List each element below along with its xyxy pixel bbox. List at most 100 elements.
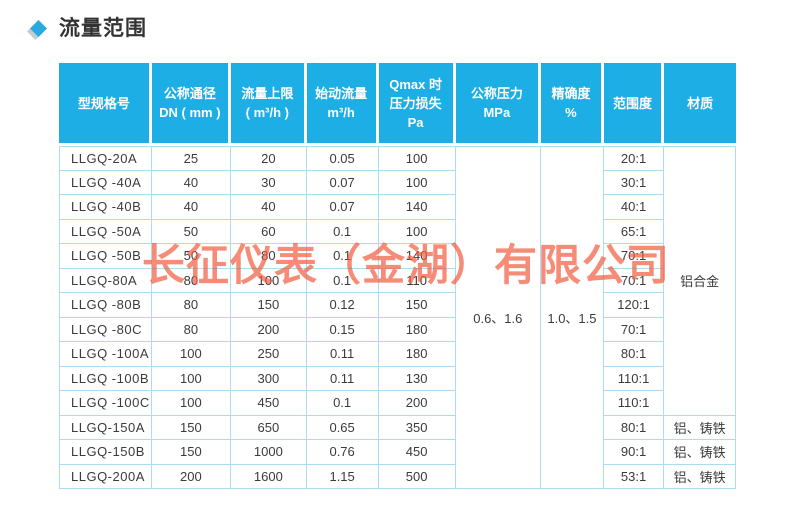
col-header-range: 范围度 bbox=[603, 63, 665, 146]
cell-dn: 100 bbox=[151, 342, 231, 367]
col-header-accuracy-line: % bbox=[565, 105, 577, 120]
col-header-model: 型规格号 bbox=[59, 63, 152, 146]
cell-pressure_loss: 100 bbox=[378, 170, 456, 195]
table-header: 型规格号 公称通径 DN ( mm ) 流量上限 ( m³/h ) 始动流量 m³/h Qma… bbox=[59, 63, 736, 146]
cell-model: LLGQ-150A bbox=[59, 415, 152, 440]
diamond-icon bbox=[27, 19, 48, 40]
cell-model: LLGQ -100A bbox=[59, 342, 152, 367]
cell-model: LLGQ-20A bbox=[59, 146, 152, 171]
col-header-pressure_loss: Qmax 时压力损失 Pa bbox=[378, 63, 456, 146]
cell-dn: 25 bbox=[151, 146, 231, 171]
cell-range: 80:1 bbox=[603, 415, 665, 440]
cell-range: 70:1 bbox=[603, 317, 665, 342]
col-header-flow_max-line: 流量上限 bbox=[241, 86, 294, 101]
cell-flow_max: 20 bbox=[230, 146, 307, 171]
table-row: LLGQ-80A 80 100 0.1 110 70:1 bbox=[59, 268, 736, 293]
cell-dn: 40 bbox=[151, 195, 231, 220]
cell-start_flow: 1.15 bbox=[306, 464, 379, 489]
cell-flow_max: 250 bbox=[230, 342, 307, 367]
cell-pressure-merged: 0.6、1.6 bbox=[455, 146, 541, 489]
cell-model: LLGQ -80C bbox=[59, 317, 152, 342]
table-row: LLGQ -80C 80 200 0.15 180 70:1 bbox=[59, 317, 736, 342]
col-header-dn: 公称通径 DN ( mm ) bbox=[151, 63, 231, 146]
col-header-pressure_loss-line: 压力损失 bbox=[389, 95, 442, 111]
cell-flow_max: 1600 bbox=[230, 464, 307, 489]
cell-range: 120:1 bbox=[603, 293, 665, 318]
cell-pressure_loss: 500 bbox=[378, 464, 456, 489]
col-header-range-line: 范围度 bbox=[613, 95, 653, 111]
cell-pressure_loss: 100 bbox=[378, 219, 456, 244]
cell-pressure_loss: 180 bbox=[378, 342, 456, 367]
cell-flow_max: 40 bbox=[230, 195, 307, 220]
cell-start_flow: 0.1 bbox=[306, 391, 379, 416]
cell-flow_max: 1000 bbox=[230, 440, 307, 465]
cell-material: 铝、铸铁 bbox=[664, 440, 736, 465]
cell-dn: 100 bbox=[151, 366, 231, 391]
table-row: LLGQ -50B 50 80 0.1 140 70:1 bbox=[59, 244, 736, 269]
page-title: 流量范围 bbox=[59, 17, 147, 40]
cell-material: 铝、铸铁 bbox=[664, 464, 736, 489]
cell-dn: 80 bbox=[151, 317, 231, 342]
cell-flow_max: 60 bbox=[230, 219, 307, 244]
cell-start_flow: 0.07 bbox=[306, 170, 379, 195]
col-header-start_flow-line: 始动流量 bbox=[315, 86, 368, 101]
cell-range: 30:1 bbox=[603, 170, 665, 195]
cell-range: 70:1 bbox=[603, 268, 665, 293]
cell-start_flow: 0.1 bbox=[306, 244, 379, 269]
table-row: LLGQ -100B 100 300 0.11 130 110:1 bbox=[59, 366, 736, 391]
diamond-icon-face bbox=[30, 20, 47, 37]
col-header-start_flow-line: m³/h bbox=[327, 105, 355, 120]
cell-pressure_loss: 180 bbox=[378, 317, 456, 342]
table-row: LLGQ -50A 50 60 0.1 100 65:1 bbox=[59, 219, 736, 244]
cell-model: LLGQ -40A bbox=[59, 170, 152, 195]
cell-flow_max: 80 bbox=[230, 244, 307, 269]
table-row: LLGQ-150B 150 1000 0.76 450 90:1 铝、铸铁 bbox=[59, 440, 736, 465]
col-header-flow_max: 流量上限 ( m³/h ) bbox=[230, 63, 307, 146]
cell-range: 80:1 bbox=[603, 342, 665, 367]
cell-flow_max: 150 bbox=[230, 293, 307, 318]
cell-dn: 100 bbox=[151, 391, 231, 416]
cell-start_flow: 0.11 bbox=[306, 366, 379, 391]
col-header-pressure-line: MPa bbox=[483, 105, 511, 120]
cell-range: 53:1 bbox=[603, 464, 665, 489]
cell-model: LLGQ -50A bbox=[59, 219, 152, 244]
cell-flow_max: 200 bbox=[230, 317, 307, 342]
table-row: LLGQ -40A 40 30 0.07 100 30:1 bbox=[59, 170, 736, 195]
cell-model: LLGQ-150B bbox=[59, 440, 152, 465]
table-row: LLGQ-150A 150 650 0.65 350 80:1 铝、铸铁 bbox=[59, 415, 736, 440]
cell-range: 40:1 bbox=[603, 195, 665, 220]
cell-pressure_loss: 450 bbox=[378, 440, 456, 465]
cell-range: 70:1 bbox=[603, 244, 665, 269]
cell-flow_max: 450 bbox=[230, 391, 307, 416]
cell-start_flow: 0.05 bbox=[306, 146, 379, 171]
col-header-material: 材质 bbox=[664, 63, 736, 146]
col-header-accuracy-line: 精确度 bbox=[551, 86, 591, 101]
cell-start_flow: 0.12 bbox=[306, 293, 379, 318]
table-header-row: 型规格号 公称通径 DN ( mm ) 流量上限 ( m³/h ) 始动流量 m³/h Qma… bbox=[59, 63, 736, 146]
cell-dn: 150 bbox=[151, 415, 231, 440]
cell-range: 20:1 bbox=[603, 146, 665, 171]
table-row: LLGQ -80B 80 150 0.12 150 120:1 bbox=[59, 293, 736, 318]
cell-range: 65:1 bbox=[603, 219, 665, 244]
col-header-dn-line: 公称通径 bbox=[163, 86, 216, 101]
table-row: LLGQ -40B 40 40 0.07 140 40:1 bbox=[59, 195, 736, 220]
table-row: LLGQ-20A 25 20 0.05 100 0.6、1.6 1.0、1.5 20:1 铝合金 bbox=[59, 146, 736, 489]
cell-start_flow: 0.1 bbox=[306, 219, 379, 244]
cell-pressure_loss: 350 bbox=[378, 415, 456, 440]
cell-pressure_loss: 100 bbox=[378, 146, 456, 171]
cell-dn: 50 bbox=[151, 244, 231, 269]
cell-dn: 200 bbox=[151, 464, 231, 489]
cell-flow_max: 100 bbox=[230, 268, 307, 293]
col-header-pressure_loss-line: Qmax 时 bbox=[389, 76, 442, 92]
cell-pressure_loss: 110 bbox=[378, 268, 456, 293]
flow-range-table: 型规格号 公称通径 DN ( mm ) 流量上限 ( m³/h ) 始动流量 m³/h Qma… bbox=[59, 63, 736, 489]
cell-flow_max: 650 bbox=[230, 415, 307, 440]
col-header-model-line: 型规格号 bbox=[77, 95, 130, 111]
cell-model: LLGQ-200A bbox=[59, 464, 152, 489]
cell-range: 110:1 bbox=[603, 366, 665, 391]
section-header: 流量范围 bbox=[27, 12, 147, 46]
cell-start_flow: 0.15 bbox=[306, 317, 379, 342]
col-header-material-line: 材质 bbox=[687, 95, 714, 111]
cell-pressure_loss: 140 bbox=[378, 195, 456, 220]
